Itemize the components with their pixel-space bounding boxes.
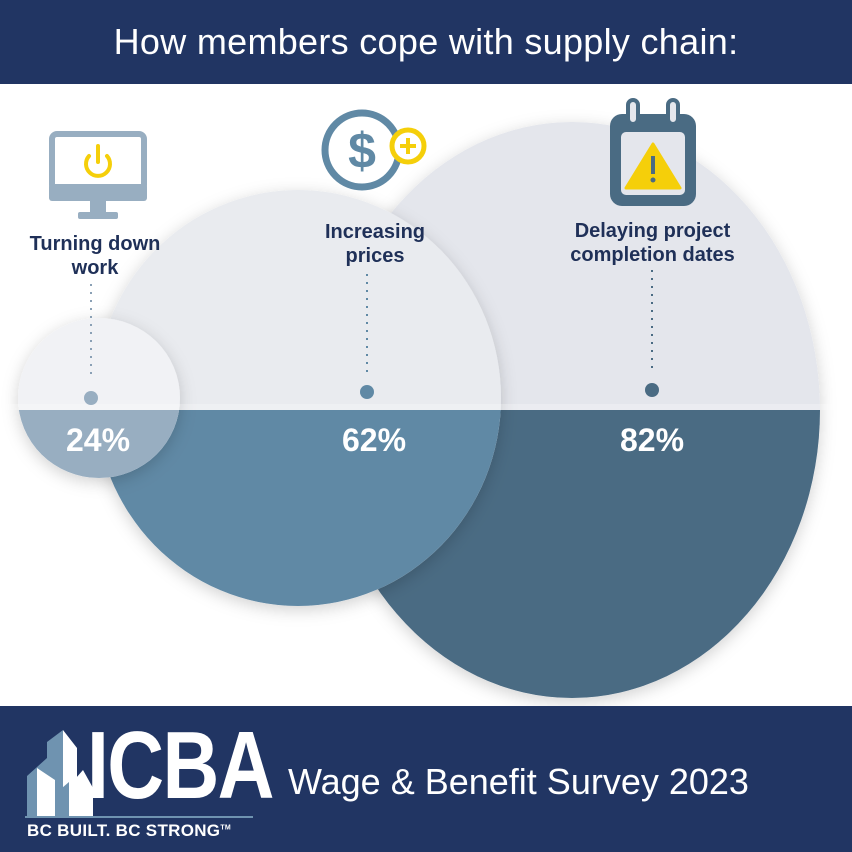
marker-dot <box>360 385 374 399</box>
trademark: TM <box>220 824 232 832</box>
label-increasing-prices: Increasing prices <box>324 221 426 267</box>
bubble-24 <box>18 318 180 478</box>
value-62: 62% <box>341 422 407 458</box>
label-turning-down-work: Turning down work <box>29 233 161 279</box>
bubble-chart: $ <box>0 98 852 698</box>
logo-wordmark: ICBA <box>87 712 274 819</box>
dollar-plus-icon: $ <box>321 109 427 191</box>
label-delaying-project: Delaying project completion dates <box>570 220 735 266</box>
svg-text:$: $ <box>348 123 376 179</box>
bubble-62 <box>95 190 501 606</box>
header-banner: How members cope with supply chain: <box>0 0 852 84</box>
monitor-power-icon <box>49 131 147 219</box>
logo-rule <box>25 816 253 818</box>
value-82: 82% <box>619 422 685 458</box>
value-24: 24% <box>65 422 131 458</box>
marker-dot <box>84 391 98 405</box>
page-title: How members cope with supply chain: <box>113 21 739 62</box>
footer-banner: Wage & Benefit Survey 2023 <box>0 706 852 852</box>
buildings-icon <box>27 730 93 816</box>
survey-title: Wage & Benefit Survey 2023 <box>288 761 749 802</box>
marker-dot <box>645 383 659 397</box>
logo-tagline: BC BUILT. BC STRONGTM <box>27 821 231 841</box>
calendar-warning-icon <box>610 98 696 206</box>
icba-logo: ICBA BC BUILT. BC STRONGTM <box>25 718 274 843</box>
tagline-text: BC BUILT. BC STRONG <box>27 821 221 840</box>
